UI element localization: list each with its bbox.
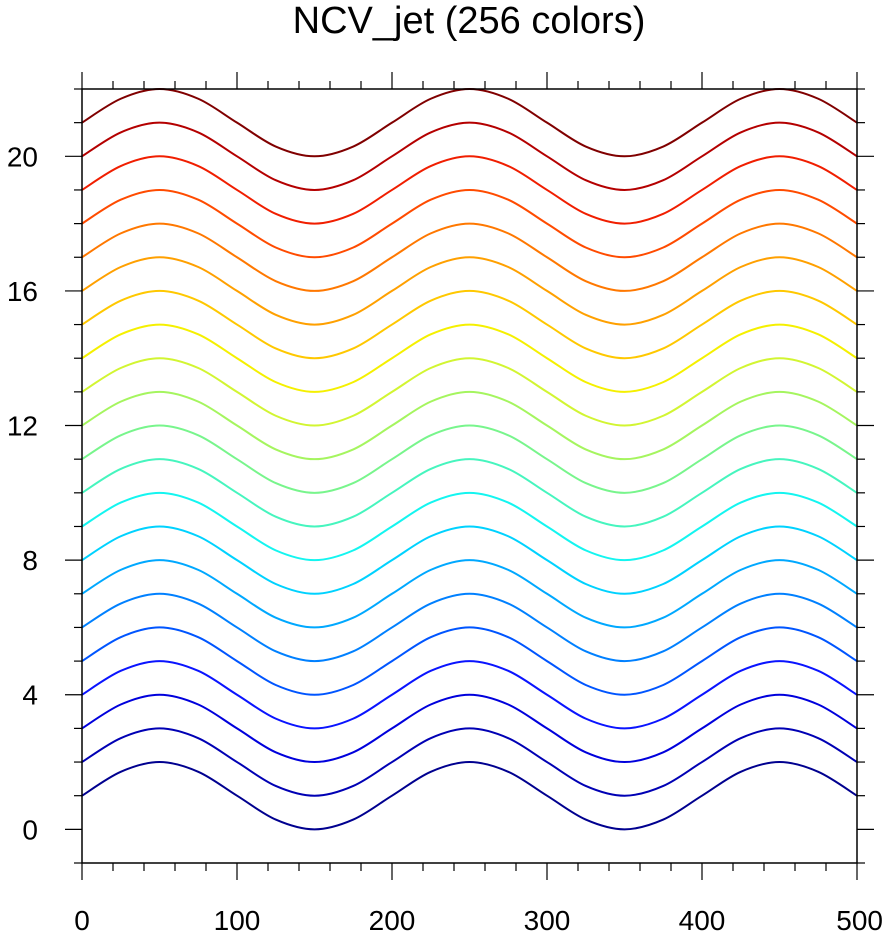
series-line-12 xyxy=(81,390,858,461)
y-tick-label: 4 xyxy=(22,680,38,711)
y-tick-label: 20 xyxy=(7,141,38,172)
series-line-1 xyxy=(81,761,858,831)
series-line-11 xyxy=(81,424,858,494)
series-line-8 xyxy=(81,525,858,595)
x-tick-label: 100 xyxy=(214,905,261,935)
y-tick-label: 12 xyxy=(7,411,38,442)
series-line-17 xyxy=(81,222,858,292)
series-line-7 xyxy=(81,559,858,629)
plot-frame xyxy=(81,88,858,864)
x-tick-label: 300 xyxy=(524,905,571,935)
series-line-13 xyxy=(81,357,858,427)
series-line-14 xyxy=(81,323,858,393)
series-line-2 xyxy=(81,727,858,797)
series-line-5 xyxy=(81,626,858,696)
series-line-6 xyxy=(81,592,858,663)
series-line-3 xyxy=(81,693,858,764)
x-tick-label: 0 xyxy=(74,905,90,935)
series-line-19 xyxy=(81,155,858,225)
y-tick-label: 8 xyxy=(22,545,38,576)
tick-layer xyxy=(65,72,874,880)
series-line-16 xyxy=(81,256,858,326)
series-line-15 xyxy=(81,289,858,360)
series-line-9 xyxy=(81,491,858,562)
y-tick-label: 0 xyxy=(22,814,38,845)
series-line-10 xyxy=(81,458,858,528)
x-tick-label: 500 xyxy=(836,905,883,935)
series-line-18 xyxy=(81,188,858,259)
x-tick-label: 200 xyxy=(369,905,416,935)
y-tick-label: 16 xyxy=(7,276,38,307)
series-layer xyxy=(81,88,858,831)
series-line-4 xyxy=(81,660,858,730)
x-tick-label: 400 xyxy=(679,905,726,935)
tick-label-layer: 0 100 200 300 400 500 0 4 8 12 16 20 xyxy=(7,141,883,935)
series-line-20 xyxy=(81,121,858,191)
chart-title: NCV_jet (256 colors) xyxy=(293,0,646,42)
